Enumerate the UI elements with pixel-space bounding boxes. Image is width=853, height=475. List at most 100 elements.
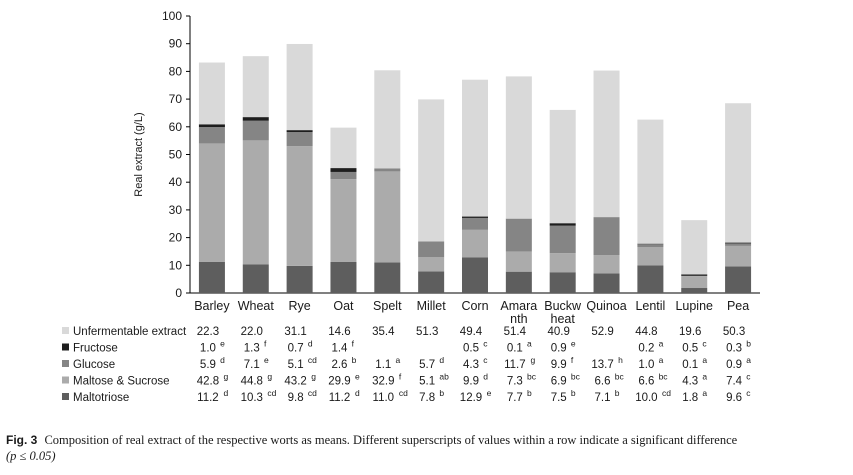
- bar-segment: [242, 120, 269, 141]
- table-cell-value: 10.3: [241, 392, 263, 404]
- table-cell-value: 9.9: [463, 376, 479, 388]
- table-cell-value: 0.5: [682, 343, 698, 355]
- bar-segment: [549, 109, 576, 224]
- bar-segment: [330, 127, 357, 169]
- y-tick-label: 50: [169, 148, 183, 162]
- table-cell-value: 31.1: [284, 326, 306, 338]
- y-axis-label: Real extract (g/L): [133, 112, 145, 196]
- stacked-bar-chart: 0 10 20 30 40 50 60 70 80 90 100 Real extract (g/L)…: [62, 9, 760, 404]
- table-cell-value: 7.8: [419, 392, 435, 404]
- bar-segment: [330, 171, 357, 180]
- table-cell-value: 19.6: [679, 326, 701, 338]
- bar-segment: [418, 257, 445, 272]
- bar-segment: [462, 217, 488, 230]
- legend-swatch: [62, 376, 69, 384]
- bar-segment: [681, 220, 708, 275]
- legend-label: Maltotriose: [73, 392, 129, 404]
- bar-segment: [637, 265, 664, 293]
- table-cell-value: 1.0: [200, 343, 216, 355]
- significance-superscript: d: [439, 355, 444, 365]
- significance-superscript: a: [702, 355, 707, 365]
- table-cell-value: 50.3: [723, 326, 745, 338]
- bar-segment: [549, 253, 576, 273]
- significance-superscript: b: [615, 388, 620, 398]
- bar-segment: [374, 262, 401, 293]
- significance-superscript: d: [483, 372, 488, 382]
- significance-superscript: a: [396, 355, 401, 365]
- legend-label: Fructose: [73, 343, 118, 355]
- table-cell-value: 42.8: [197, 376, 219, 388]
- significance-superscript: bc: [527, 372, 537, 382]
- x-tick-label: Millet: [417, 299, 447, 313]
- significance-superscript: e: [355, 372, 360, 382]
- table-cell-value: 13.7: [591, 359, 613, 371]
- bar-segment: [505, 219, 532, 252]
- table-cell-value: 44.8: [241, 376, 263, 388]
- table-cell-value: 0.7: [288, 343, 304, 355]
- significance-superscript: a: [702, 388, 707, 398]
- bar-segment: [286, 132, 313, 147]
- bar-segment: [330, 179, 357, 262]
- bar-segment: [330, 168, 357, 172]
- table-cell-value: 0.1: [507, 343, 523, 355]
- table-cell-value: 32.9: [372, 376, 394, 388]
- legend-label: Unfermentable extract: [73, 326, 187, 338]
- significance-superscript: bc: [571, 372, 581, 382]
- table-cell-value: 1.3: [244, 343, 260, 355]
- significance-superscript: c: [702, 339, 707, 349]
- significance-superscript: cd: [308, 355, 317, 365]
- y-tick-label: 70: [169, 92, 183, 106]
- x-tick-label: Buckw: [544, 299, 582, 313]
- bar-segment: [198, 124, 225, 128]
- table-cell-value: 1.4: [331, 343, 348, 355]
- significance-superscript: bc: [659, 372, 669, 382]
- bar-segment: [330, 261, 357, 293]
- y-tick-label: 80: [169, 64, 183, 78]
- bar-segment: [725, 245, 752, 267]
- x-tick-labels: Barley Wheat Rye Oat Spelt Millet Corn Amaranth…: [194, 299, 749, 326]
- bar-segment: [593, 273, 620, 293]
- significance-superscript: g: [530, 355, 535, 365]
- y-tick-label: 10: [169, 258, 183, 272]
- table-cell-value: 11.0: [373, 392, 395, 404]
- bar-segment: [637, 243, 664, 245]
- x-tick-label: nth: [510, 312, 527, 326]
- caption-text: Composition of real extract of the respe…: [44, 433, 738, 447]
- bar-segment: [242, 56, 269, 118]
- legend-swatch: [62, 393, 69, 400]
- table-cell-value: 51.3: [416, 326, 438, 338]
- bar-segment: [593, 70, 620, 218]
- y-tick-label: 0: [175, 286, 182, 300]
- table-cell-value: 43.2: [284, 376, 306, 388]
- significance-superscript: a: [702, 372, 707, 382]
- significance-superscript: ab: [439, 372, 449, 382]
- table-cell-value: 0.3: [726, 343, 742, 355]
- table-cell-value: 4.3: [463, 359, 479, 371]
- significance-superscript: b: [746, 339, 751, 349]
- bar-segment: [374, 171, 401, 263]
- x-tick-label: Lupine: [675, 299, 713, 313]
- bar-segment: [549, 225, 576, 254]
- x-tick-label: Spelt: [373, 299, 402, 313]
- significance-superscript: e: [571, 339, 576, 349]
- bar-segment: [725, 243, 752, 246]
- significance-superscript: c: [746, 372, 751, 382]
- legend-swatch: [62, 360, 69, 367]
- significance-superscript: cd: [662, 388, 671, 398]
- bar-segment: [725, 266, 752, 293]
- table-cell-value: 0.9: [551, 343, 567, 355]
- table-cell-value: 6.9: [551, 376, 567, 388]
- table-cell-value: 11.2: [197, 392, 219, 404]
- significance-superscript: e: [264, 355, 269, 365]
- bar-segment: [198, 127, 225, 144]
- bar-segment: [462, 216, 488, 218]
- table-cell-value: 44.8: [635, 326, 657, 338]
- y-tick-label: 40: [169, 175, 183, 189]
- table-cell-value: 12.9: [460, 392, 482, 404]
- bar-segment: [462, 229, 488, 258]
- significance-superscript: b: [527, 388, 532, 398]
- table-cell-value: 5.1: [419, 376, 435, 388]
- bar-segment: [549, 223, 576, 226]
- table-cell-value: 7.3: [507, 376, 523, 388]
